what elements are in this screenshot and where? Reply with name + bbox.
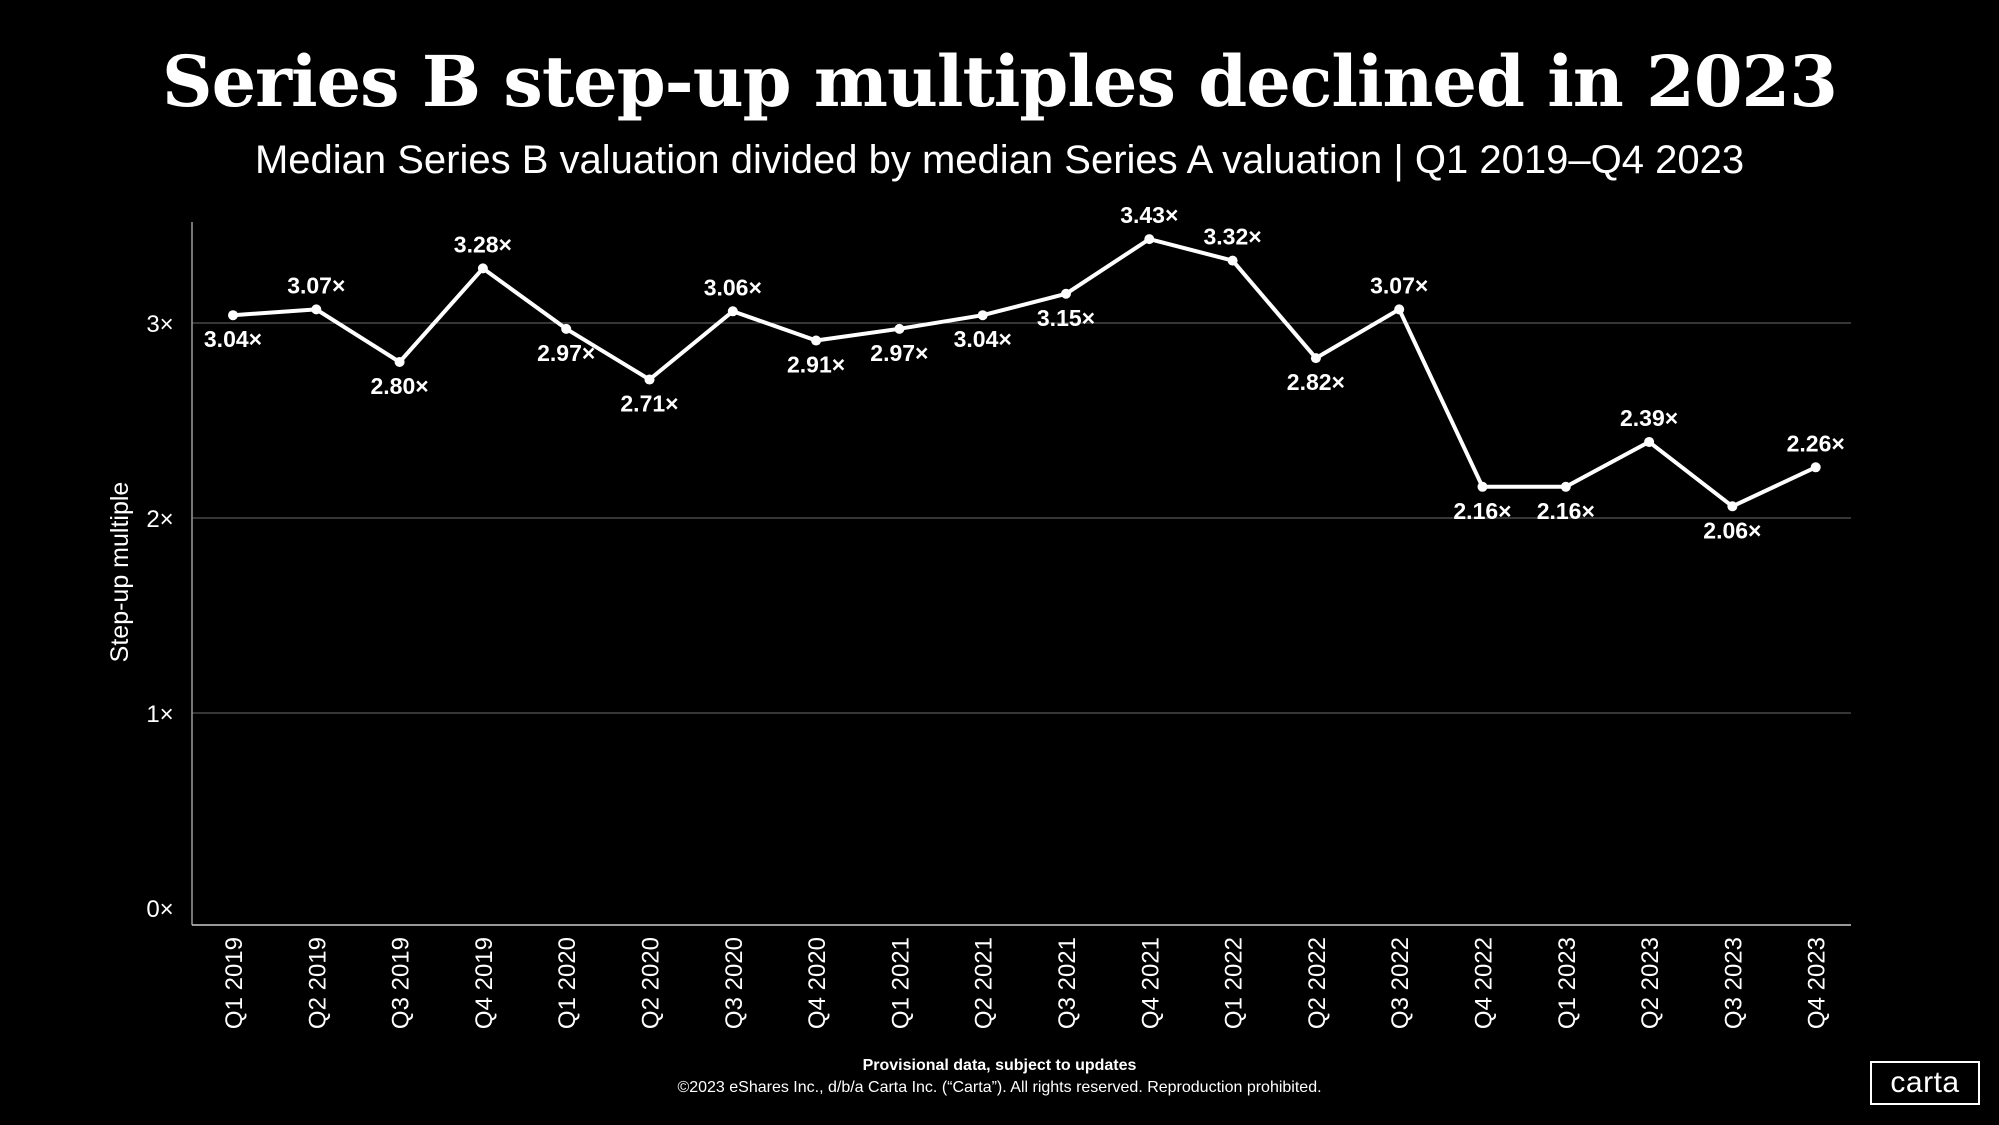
data-point [727, 306, 738, 317]
carta-logo: carta [1870, 1061, 1980, 1105]
data-labels: 3.04× 3.07× 2.80× 3.28× 2.97× 2.71× 3.06× 2.91×… [204, 202, 1845, 543]
data-label: 2.91× [787, 352, 845, 378]
data-label: 2.97× [537, 340, 595, 366]
data-point [394, 357, 405, 367]
x-tick-label: Q4 2021 [1137, 937, 1164, 1029]
x-tick-label: Q4 2023 [1804, 937, 1831, 1029]
y-tick-label: 1× [146, 701, 173, 728]
data-label: 3.07× [287, 272, 345, 298]
data-point [1144, 234, 1155, 245]
data-label: 3.15× [1037, 305, 1095, 331]
x-tick-label: Q3 2023 [1720, 937, 1747, 1029]
x-tick-label: Q1 2019 [221, 937, 248, 1029]
series-polyline [231, 237, 1818, 509]
axes [191, 222, 1851, 926]
data-label: 3.43× [1120, 202, 1178, 228]
series-line [231, 237, 1818, 509]
x-tick-label: Q1 2023 [1554, 937, 1581, 1029]
data-point [1477, 481, 1488, 492]
x-tick-label: Q2 2022 [1304, 937, 1331, 1029]
data-point [1061, 288, 1071, 299]
data-point [1644, 436, 1655, 447]
data-label: 3.04× [954, 326, 1012, 352]
data-label: 3.28× [454, 231, 512, 257]
data-point [811, 335, 822, 346]
y-axis-label: Step-up multiple [106, 482, 134, 663]
data-point [477, 263, 488, 274]
y-tick-label: 0× [146, 896, 173, 923]
y-tick-labels: 0× 1× 2× 3× [146, 311, 173, 923]
x-tick-label: Q4 2020 [804, 937, 831, 1029]
data-label: 2.80× [370, 373, 428, 399]
data-point [894, 323, 905, 334]
data-label: 3.07× [1370, 272, 1428, 298]
data-label: 2.71× [620, 391, 678, 417]
data-label: 2.06× [1703, 517, 1761, 543]
x-tick-label: Q1 2021 [887, 937, 914, 1029]
data-point [1810, 462, 1821, 473]
provisional-note: Provisional data, subject to updates [862, 1057, 1137, 1074]
x-tick-label: Q3 2020 [721, 937, 748, 1029]
data-point [228, 310, 238, 321]
data-label: 3.06× [704, 274, 762, 300]
data-point [1227, 255, 1238, 266]
x-tick-label: Q1 2022 [1221, 937, 1248, 1029]
data-point [644, 374, 655, 385]
x-tick-label: Q3 2022 [1387, 937, 1414, 1029]
data-label: 2.97× [870, 340, 928, 366]
data-point [977, 310, 988, 321]
x-tick-labels: Q1 2019 Q2 2019 Q3 2019 Q4 2019 Q1 2020 Q2 20… [221, 937, 1831, 1029]
x-tick-label: Q2 2021 [971, 937, 998, 1029]
x-tick-label: Q3 2019 [388, 937, 415, 1029]
chart-title: Series B step-up multiples declined in 2… [162, 40, 1838, 123]
x-tick-label: Q4 2022 [1471, 937, 1498, 1029]
data-points [228, 234, 1821, 512]
x-tick-label: Q4 2019 [471, 937, 498, 1029]
data-point [1394, 304, 1405, 315]
data-label: 2.16× [1537, 498, 1595, 524]
data-point [311, 304, 322, 315]
data-label: 3.32× [1203, 224, 1261, 250]
x-tick-label: Q2 2023 [1637, 937, 1664, 1029]
chart-subtitle: Median Series B valuation divided by med… [254, 138, 1745, 182]
data-label: 3.04× [204, 326, 262, 352]
x-tick-label: Q2 2019 [304, 937, 331, 1029]
x-tick-label: Q2 2020 [638, 937, 665, 1029]
data-point [1727, 501, 1738, 512]
data-point [561, 323, 572, 334]
grid-lines [192, 322, 1851, 714]
y-tick-label: 3× [146, 311, 173, 338]
y-tick-label: 2× [146, 506, 173, 533]
x-tick-label: Q3 2021 [1054, 937, 1081, 1029]
copyright-notice: ©2023 eShares Inc., d/b/a Carta Inc. (“C… [677, 1079, 1322, 1096]
data-label: 2.16× [1453, 498, 1511, 524]
x-tick-label: Q1 2020 [554, 937, 581, 1029]
data-label: 2.39× [1620, 405, 1678, 431]
data-point [1310, 353, 1321, 364]
data-point [1560, 481, 1571, 492]
data-label: 2.82× [1287, 369, 1345, 395]
data-label: 2.26× [1787, 430, 1845, 456]
